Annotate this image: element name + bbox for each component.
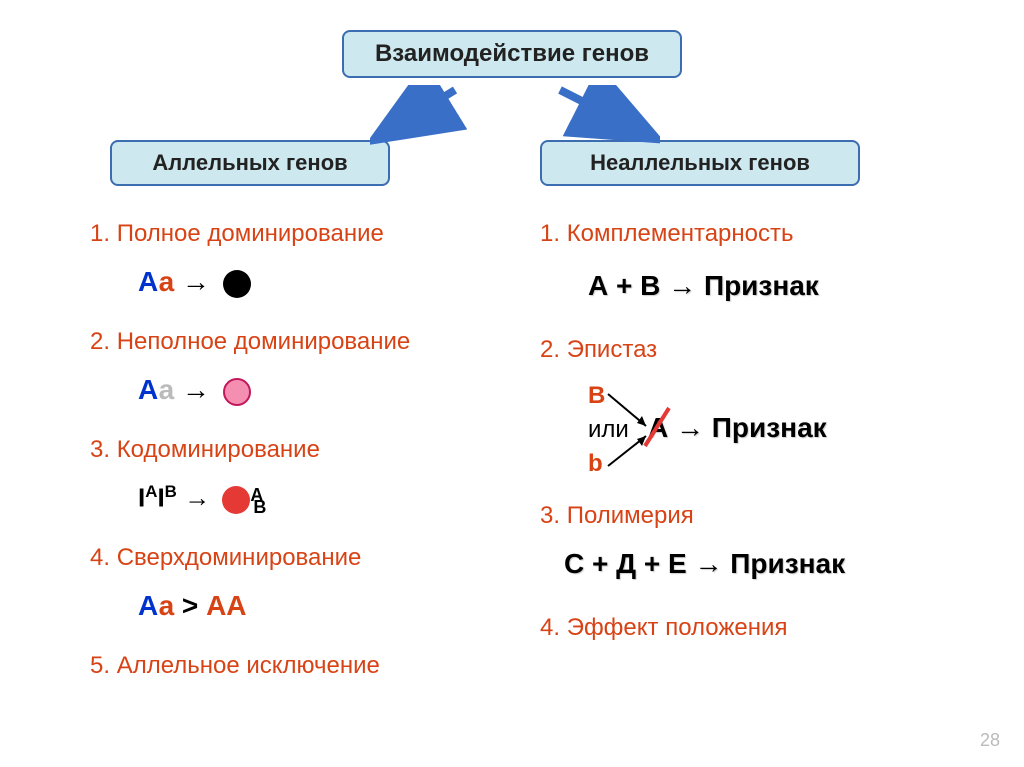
label: Эффект положения	[567, 614, 788, 641]
num: 3.	[90, 436, 110, 463]
right-item-1-expr: А + В → Признак	[588, 270, 1000, 302]
left-item-4: 4. Сверхдоминирование	[90, 544, 510, 572]
num: 1.	[90, 220, 110, 247]
right-item-3: 3. Полимерия	[540, 502, 1000, 530]
num: 4.	[90, 544, 110, 571]
num: 2.	[540, 336, 560, 363]
gt: >	[182, 590, 198, 621]
arrow-left-icon	[370, 85, 470, 145]
plus: +	[616, 270, 632, 301]
tagB: B	[253, 497, 266, 517]
epi-arrow: →	[676, 412, 704, 443]
supA: A	[145, 482, 157, 501]
supB: B	[165, 482, 177, 501]
page-number: 28	[980, 730, 1000, 751]
right-item-2: 2. Эпистаз	[540, 336, 1000, 364]
trait: Признак	[704, 270, 819, 301]
B: В	[640, 270, 660, 301]
num: 2.	[90, 328, 110, 355]
left-item-2-expr: Аа →	[138, 374, 510, 406]
root-title-box: Взаимодействие генов	[342, 30, 682, 78]
arrow: →	[668, 270, 696, 301]
right-item-2-expr: В или А → Признак b	[588, 382, 1000, 482]
allele-A: А	[138, 374, 159, 405]
left-item-1-expr: Аа →	[138, 266, 510, 298]
left-item-1: 1. Полное доминирование	[90, 220, 510, 248]
right-item-4: 4. Эффект положения	[540, 614, 1000, 642]
AA-1: А	[206, 590, 226, 621]
label: Сверхдоминирование	[117, 544, 362, 571]
label: Неполное доминирование	[117, 328, 411, 355]
left-column: 1. Полное доминирование Аа → 2. Неполное…	[90, 220, 510, 698]
arrow: →	[182, 266, 210, 297]
right-item-3-expr: С + Д + Е → Признак	[564, 548, 1000, 580]
arrow: →	[182, 374, 210, 405]
right-column: 1. Комплементарность А + В → Признак 2. …	[540, 220, 1000, 660]
label: Полимерия	[567, 502, 694, 529]
allele-a: а	[159, 374, 175, 405]
num: 1.	[540, 220, 560, 247]
I2: I	[157, 483, 164, 513]
epi-arrows-icon	[604, 388, 654, 474]
AA-2: А	[226, 590, 246, 621]
allele-A: А	[138, 266, 159, 297]
epi-B: В	[588, 382, 605, 410]
num: 5.	[90, 652, 110, 679]
left-item-5: 5. Аллельное исключение	[90, 652, 510, 680]
right-box: Неаллельных генов	[540, 140, 860, 186]
A: А	[588, 270, 608, 301]
left-item-3: 3. Кодоминирование	[90, 436, 510, 464]
right-item-1: 1. Комплементарность	[540, 220, 1000, 248]
Aa-A: А	[138, 590, 159, 621]
epi-trait: Признак	[712, 412, 827, 443]
label: Полное доминирование	[117, 220, 384, 247]
arrow: →	[184, 483, 210, 513]
left-item-4-expr: Аа > АА	[138, 590, 510, 622]
label: Аллельное исключение	[117, 652, 380, 679]
allele-a: а	[159, 266, 175, 297]
left-box: Аллельных генов	[110, 140, 390, 186]
num: 4.	[540, 614, 560, 641]
left-item-2: 2. Неполное доминирование	[90, 328, 510, 356]
phenotype-red-icon	[222, 486, 250, 514]
left-box-label: Аллельных генов	[152, 150, 347, 175]
p2: +	[644, 548, 660, 579]
E: Е	[668, 548, 687, 579]
root-title: Взаимодействие генов	[375, 40, 649, 67]
arrow-right-icon	[550, 85, 660, 145]
label: Кодоминирование	[117, 436, 320, 463]
phenotype-black-icon	[223, 270, 251, 298]
label: Эпистаз	[567, 336, 657, 363]
C: С	[564, 548, 584, 579]
trait: Признак	[730, 548, 845, 579]
phenotype-pink-icon	[223, 378, 251, 406]
p1: +	[592, 548, 608, 579]
epi-b: b	[588, 450, 603, 478]
left-item-3-expr: IAIB → AB	[138, 482, 510, 514]
D: Д	[616, 548, 636, 579]
Aa-a: а	[159, 590, 175, 621]
arrow: →	[695, 548, 723, 579]
label: Комплементарность	[567, 220, 794, 247]
right-box-label: Неаллельных генов	[590, 150, 810, 175]
num: 3.	[540, 502, 560, 529]
